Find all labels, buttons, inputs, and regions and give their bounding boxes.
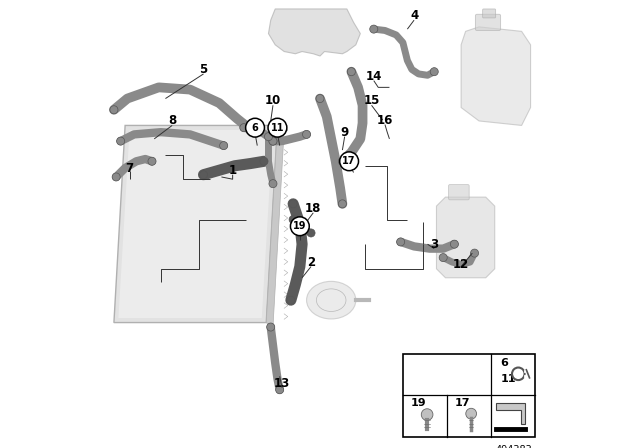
- Polygon shape: [118, 130, 273, 318]
- Text: 7: 7: [125, 161, 134, 175]
- Circle shape: [110, 106, 118, 114]
- Text: 16: 16: [377, 114, 393, 128]
- Circle shape: [370, 25, 378, 33]
- Circle shape: [470, 249, 479, 257]
- Circle shape: [244, 124, 252, 132]
- Text: 494383: 494383: [496, 445, 532, 448]
- Text: 1: 1: [228, 164, 237, 177]
- Circle shape: [466, 408, 477, 419]
- Circle shape: [339, 200, 346, 208]
- Text: 4: 4: [410, 9, 418, 22]
- Text: 11: 11: [271, 123, 284, 133]
- Circle shape: [451, 240, 458, 248]
- Ellipse shape: [307, 281, 356, 319]
- Text: 6: 6: [252, 123, 259, 133]
- Polygon shape: [436, 197, 495, 278]
- Text: 11: 11: [500, 374, 516, 384]
- Polygon shape: [266, 125, 284, 327]
- Circle shape: [289, 215, 297, 224]
- Circle shape: [240, 124, 248, 132]
- Text: 14: 14: [365, 69, 382, 83]
- Text: 17: 17: [342, 156, 356, 166]
- Circle shape: [287, 296, 295, 304]
- Circle shape: [264, 133, 273, 141]
- Text: 3: 3: [430, 237, 438, 251]
- Text: 6: 6: [500, 358, 509, 367]
- Circle shape: [260, 157, 268, 165]
- Circle shape: [246, 118, 264, 137]
- Text: 9: 9: [340, 125, 349, 139]
- Circle shape: [307, 229, 315, 237]
- Circle shape: [430, 68, 438, 76]
- Circle shape: [439, 254, 447, 262]
- Circle shape: [276, 386, 284, 394]
- Circle shape: [303, 130, 310, 138]
- FancyBboxPatch shape: [476, 14, 500, 30]
- Polygon shape: [496, 404, 525, 424]
- Text: 19: 19: [293, 221, 307, 231]
- Circle shape: [339, 157, 346, 165]
- FancyBboxPatch shape: [483, 9, 495, 18]
- Polygon shape: [461, 27, 531, 125]
- Text: 13: 13: [274, 376, 290, 390]
- Circle shape: [112, 173, 120, 181]
- Circle shape: [289, 200, 297, 208]
- Text: 8: 8: [168, 114, 176, 128]
- Circle shape: [267, 323, 275, 331]
- Text: 2: 2: [307, 255, 315, 269]
- Circle shape: [348, 68, 355, 76]
- Circle shape: [397, 238, 404, 246]
- Circle shape: [340, 152, 358, 171]
- Text: 10: 10: [265, 94, 281, 108]
- Text: 17: 17: [455, 398, 470, 408]
- Circle shape: [148, 157, 156, 165]
- Circle shape: [269, 137, 277, 145]
- Text: 12: 12: [453, 258, 469, 271]
- Circle shape: [220, 142, 228, 150]
- Polygon shape: [269, 9, 360, 56]
- Circle shape: [200, 171, 207, 179]
- Circle shape: [268, 118, 287, 137]
- Text: 18: 18: [305, 202, 321, 215]
- Circle shape: [316, 95, 324, 103]
- Text: 15: 15: [364, 94, 380, 108]
- Text: 19: 19: [411, 398, 426, 408]
- Circle shape: [291, 217, 309, 236]
- Circle shape: [116, 137, 125, 145]
- Circle shape: [269, 180, 277, 188]
- Polygon shape: [114, 125, 277, 323]
- FancyBboxPatch shape: [403, 354, 535, 437]
- Circle shape: [269, 137, 277, 145]
- Circle shape: [421, 409, 433, 420]
- FancyBboxPatch shape: [449, 185, 469, 200]
- Text: 5: 5: [200, 63, 207, 76]
